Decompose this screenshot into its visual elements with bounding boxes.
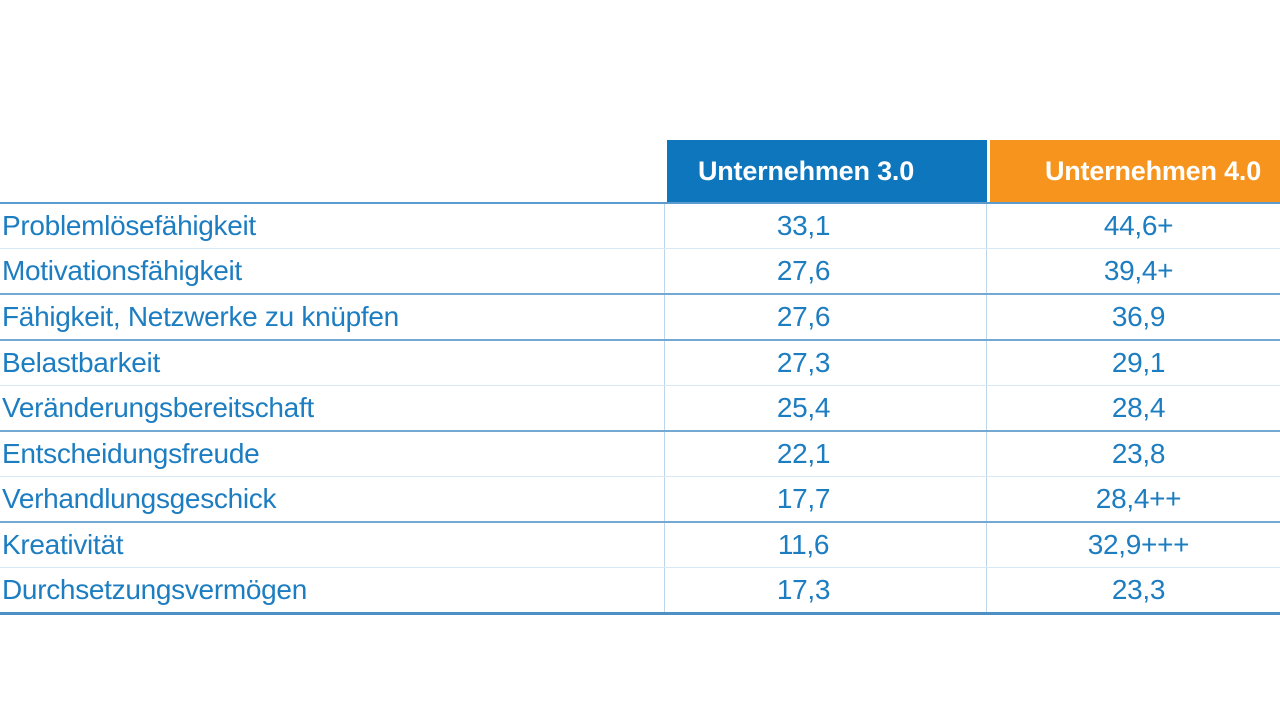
table-row: Verhandlungsgeschick 17,7 28,4++ bbox=[0, 477, 1280, 523]
value-unternehmen-3-0: 22,1 bbox=[665, 432, 987, 476]
value-unternehmen-4-0: 28,4 bbox=[1111, 392, 1166, 423]
value-unternehmen-4-0: 23,8 bbox=[1111, 438, 1166, 469]
row-label: Veränderungsbereitschaft bbox=[0, 386, 665, 430]
value-unternehmen-4-0: 32,9+++ bbox=[1087, 529, 1190, 560]
row-label: Belastbarkeit bbox=[0, 341, 665, 385]
value-unternehmen-3-0: 27,6 bbox=[665, 295, 987, 339]
row-label: Fähigkeit, Netzwerke zu knüpfen bbox=[0, 295, 665, 339]
value-unternehmen-3-0: 11,6 bbox=[665, 523, 987, 567]
value-unternehmen-4-0: 39,4+ bbox=[1103, 255, 1174, 286]
value-unternehmen-3-0: 33,1 bbox=[665, 204, 987, 248]
value-unternehmen-3-0: 17,7 bbox=[665, 477, 987, 521]
table-row: Problemlösefähigkeit 33,1 44,6+ bbox=[0, 204, 1280, 249]
column-header-unternehmen-3-0: Unternehmen 3.0 bbox=[667, 140, 987, 202]
table-body: Problemlösefähigkeit 33,1 44,6+ Motivati… bbox=[0, 202, 1280, 615]
value-unternehmen-4-0: 28,4++ bbox=[1095, 483, 1182, 514]
value-unternehmen-4-0: 29,1 bbox=[1111, 347, 1166, 378]
table-row: Fähigkeit, Netzwerke zu knüpfen 27,6 36,… bbox=[0, 295, 1280, 341]
value-unternehmen-4-0: 36,9 bbox=[1111, 301, 1166, 332]
row-label: Durchsetzungsvermögen bbox=[0, 568, 665, 612]
table-row: Kreativität 11,6 32,9+++ bbox=[0, 523, 1280, 568]
value-unternehmen-4-0: 23,3 bbox=[1111, 574, 1166, 605]
row-label: Entscheidungsfreude bbox=[0, 432, 665, 476]
row-label: Problemlösefähigkeit bbox=[0, 204, 665, 248]
table-row: Entscheidungsfreude 22,1 23,8 bbox=[0, 432, 1280, 477]
value-unternehmen-3-0: 27,3 bbox=[665, 341, 987, 385]
row-label: Verhandlungsgeschick bbox=[0, 477, 665, 521]
table-row: Veränderungsbereitschaft 25,4 28,4 bbox=[0, 386, 1280, 432]
table-row: Motivationsfähigkeit 27,6 39,4+ bbox=[0, 249, 1280, 295]
value-unternehmen-3-0: 27,6 bbox=[665, 249, 987, 293]
value-unternehmen-3-0: 17,3 bbox=[665, 568, 987, 612]
table-row: Belastbarkeit 27,3 29,1 bbox=[0, 341, 1280, 386]
value-unternehmen-4-0: 44,6+ bbox=[1103, 210, 1174, 241]
table-row: Durchsetzungsvermögen 17,3 23,3 bbox=[0, 568, 1280, 612]
column-header-unternehmen-4-0: Unternehmen 4.0 bbox=[990, 140, 1280, 202]
table-header: Unternehmen 3.0 Unternehmen 4.0 bbox=[667, 140, 1280, 202]
value-unternehmen-3-0: 25,4 bbox=[665, 386, 987, 430]
row-label: Kreativität bbox=[0, 523, 665, 567]
row-label: Motivationsfähigkeit bbox=[0, 249, 665, 293]
